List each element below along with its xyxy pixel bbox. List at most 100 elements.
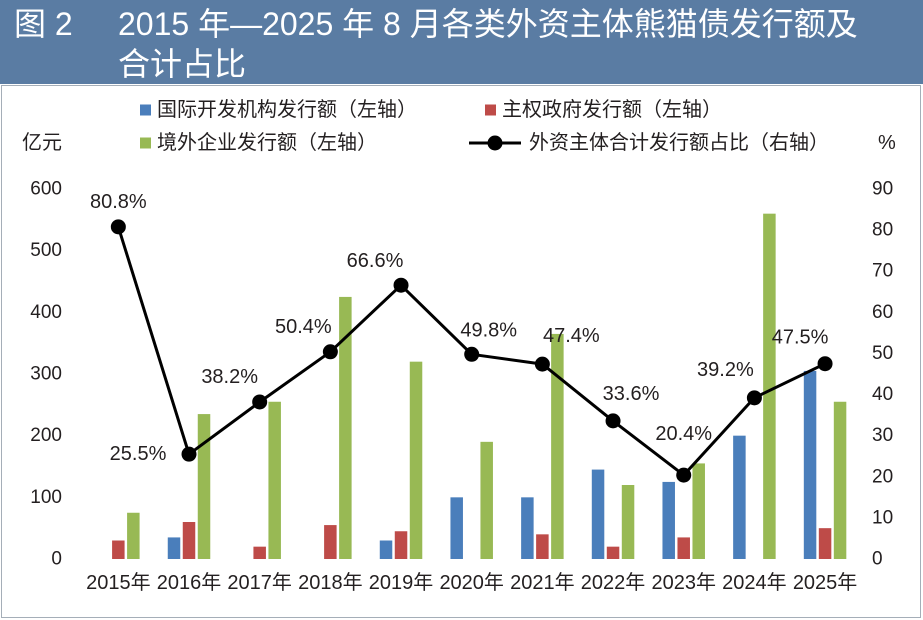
bar-foreign-corporate <box>339 296 352 559</box>
figure-title-banner: 图 2 2015 年—2025 年 8 月各类外资主体熊猫债发行额及 合计占比 <box>0 0 923 84</box>
share-line-marker <box>534 356 550 372</box>
x-tick-label: 2020年 <box>439 571 504 594</box>
legend-item-total-share: 外资主体合计发行额占比（右轴） <box>469 131 829 154</box>
bar-foreign-corporate <box>833 401 847 559</box>
y-right-tick-label: 30 <box>872 425 893 446</box>
legend-swatch-green <box>140 137 151 149</box>
share-line-marker <box>605 413 621 429</box>
bar-sovereign-government <box>394 531 408 559</box>
bar-sovereign-government <box>677 537 690 559</box>
share-data-label: 50.4% <box>275 316 332 338</box>
x-tick-label: 2015年 <box>86 571 151 594</box>
share-data-label: 47.5% <box>772 327 829 349</box>
axes: 0 100 200 300 400 500 600 0 10 20 30 40 50 60 70 80 90 20… <box>30 179 893 595</box>
share-data-label: 66.6% <box>347 250 404 272</box>
share-data-label: 25.5% <box>110 443 167 465</box>
bar-foreign-corporate <box>551 333 564 559</box>
bar-intl-dev-institution <box>591 469 605 559</box>
bar-sovereign-government <box>112 540 125 559</box>
bar-foreign-corporate <box>621 485 635 559</box>
x-tick-label: 2025年 <box>793 571 858 594</box>
y-left-tick-label: 500 <box>30 240 62 261</box>
share-line-marker <box>252 394 268 410</box>
share-data-label: 20.4% <box>655 423 712 445</box>
bar-sovereign-government <box>536 534 549 559</box>
bar-sovereign-government <box>324 525 337 559</box>
share-line-marker <box>817 356 833 372</box>
bar-foreign-corporate <box>127 512 140 559</box>
bar-intl-dev-institution <box>450 497 463 559</box>
legend-label: 境外企业发行额（左轴） <box>157 131 377 154</box>
x-tick-label: 2024年 <box>722 571 787 594</box>
share-data-label: 47.4% <box>543 325 600 347</box>
figure-number: 图 2 <box>14 6 73 42</box>
bar-sovereign-government <box>606 546 620 559</box>
bar-intl-dev-institution <box>803 370 817 559</box>
bar-foreign-corporate <box>197 414 211 559</box>
share-line-marker <box>181 446 197 462</box>
y-right-tick-label: 60 <box>872 302 893 323</box>
y-right-tick-label: 80 <box>872 220 893 241</box>
y-right-tick-label: 10 <box>872 507 893 528</box>
x-tick-label: 2019年 <box>369 571 434 594</box>
chart-title-line-1: 2015 年—2025 年 8 月各类外资主体熊猫债发行额及 <box>118 6 858 42</box>
share-data-label: 33.6% <box>603 383 660 405</box>
bar-foreign-corporate <box>268 401 281 559</box>
x-tick-label: 2022年 <box>581 571 646 594</box>
bar-foreign-corporate <box>763 213 776 559</box>
legend-item-intl-dev-institution: 国际开发机构发行额（左轴） <box>140 98 417 121</box>
share-line-marker <box>676 467 692 483</box>
bar-foreign-corporate <box>409 361 423 559</box>
chart-title-line-2: 合计占比 <box>118 46 247 82</box>
y-right-tick-label: 70 <box>872 261 893 282</box>
x-tick-label: 2023年 <box>651 571 716 594</box>
data-labels: 80.8% 25.5% 38.2% 50.4% 66.6% 49.8% 47.4% 33.6%… <box>90 191 829 465</box>
y-left-axis-title: 亿元 <box>22 131 62 154</box>
legend-item-sovereign-government: 主权政府发行额（左轴） <box>485 98 722 121</box>
bar-foreign-corporate <box>692 463 705 559</box>
legend-label: 主权政府发行额（左轴） <box>502 98 722 121</box>
y-right-tick-label: 50 <box>872 343 893 364</box>
bar-sovereign-government <box>182 522 196 559</box>
bar-foreign-corporate <box>480 441 493 559</box>
y-right-axis-title: % <box>878 132 896 154</box>
y-right-tick-label: 20 <box>872 466 893 487</box>
y-left-tick-label: 600 <box>30 179 62 200</box>
bar-intl-dev-institution <box>167 537 181 559</box>
bar-intl-dev-institution <box>662 481 675 559</box>
share-line-marker <box>393 277 409 293</box>
x-tick-label: 2021年 <box>510 571 575 594</box>
share-line-marker <box>746 390 762 406</box>
y-left-tick-label: 200 <box>30 425 62 446</box>
share-data-label: 39.2% <box>697 359 754 381</box>
y-right-tick-label: 90 <box>872 179 893 200</box>
y-left-tick-label: 300 <box>30 364 62 385</box>
y-left-tick-label: 100 <box>30 487 62 508</box>
x-tick-label: 2018年 <box>298 571 363 594</box>
bar-intl-dev-institution <box>733 435 746 559</box>
y-right-tick-label: 40 <box>872 384 893 405</box>
share-line-marker <box>110 219 126 235</box>
share-line-marker <box>322 344 338 360</box>
share-line-marker <box>464 346 480 362</box>
bar-sovereign-government <box>818 528 832 559</box>
share-line-series <box>110 219 833 483</box>
bars <box>112 213 847 559</box>
legend-swatch-blue <box>140 104 151 116</box>
legend-label: 国际开发机构发行额（左轴） <box>157 98 417 121</box>
legend-label: 外资主体合计发行额占比（右轴） <box>529 131 829 154</box>
x-tick-label: 2017年 <box>227 571 292 594</box>
legend-swatch-red <box>485 104 496 116</box>
x-tick-label: 2016年 <box>157 571 222 594</box>
legend-item-foreign-corporate: 境外企业发行额（左轴） <box>140 131 377 154</box>
y-right-tick-label: 0 <box>872 549 883 570</box>
y-left-tick-label: 400 <box>30 302 62 323</box>
bar-sovereign-government <box>253 546 266 559</box>
legend: 国际开发机构发行额（左轴） 主权政府发行额（左轴） 境外企业发行额（左轴） 外资… <box>140 98 829 154</box>
share-data-label: 80.8% <box>90 191 147 213</box>
bar-intl-dev-institution <box>521 497 534 559</box>
y-left-tick-label: 0 <box>51 549 62 570</box>
bar-intl-dev-institution <box>379 540 393 559</box>
share-data-label: 49.8% <box>460 319 517 341</box>
